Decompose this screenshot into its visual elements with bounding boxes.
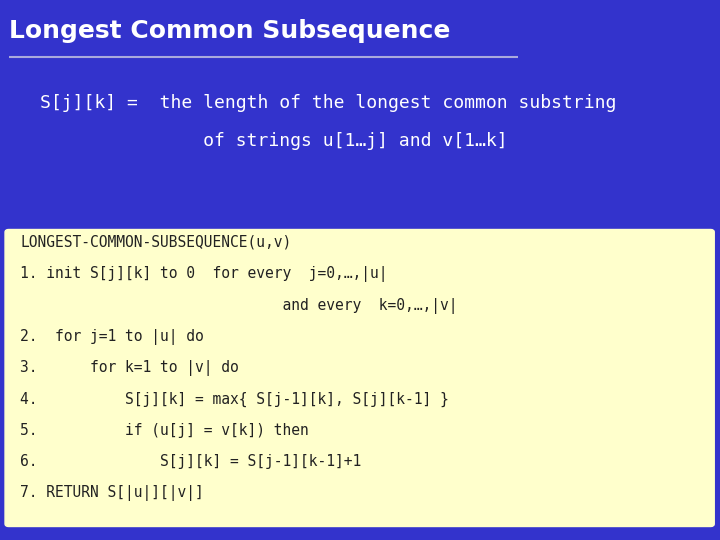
FancyBboxPatch shape (5, 230, 714, 526)
Text: 1. init S[j][k] to 0  for every  j=0,…,|u|: 1. init S[j][k] to 0 for every j=0,…,|u| (20, 266, 387, 282)
Text: Longest Common Subsequence: Longest Common Subsequence (9, 19, 450, 43)
Text: of strings u[1…j] and v[1…k]: of strings u[1…j] and v[1…k] (40, 132, 507, 150)
Text: 2.  for j=1 to |u| do: 2. for j=1 to |u| do (20, 329, 204, 345)
Text: 5.          if (u[j] = v[k]) then: 5. if (u[j] = v[k]) then (20, 423, 309, 438)
Text: 7. RETURN S[|u|][|v|]: 7. RETURN S[|u|][|v|] (20, 485, 204, 502)
Text: 6.              S[j][k] = S[j-1][k-1]+1: 6. S[j][k] = S[j-1][k-1]+1 (20, 454, 361, 469)
Text: 3.      for k=1 to |v| do: 3. for k=1 to |v| do (20, 360, 239, 376)
Text: 4.          S[j][k] = max{ S[j-1][k], S[j][k-1] }: 4. S[j][k] = max{ S[j-1][k], S[j][k-1] } (20, 392, 449, 407)
Text: and every  k=0,…,|v|: and every k=0,…,|v| (20, 298, 458, 314)
Text: S[j][k] =  the length of the longest common substring: S[j][k] = the length of the longest comm… (40, 94, 616, 112)
Text: LONGEST-COMMON-SUBSEQUENCE(u,v): LONGEST-COMMON-SUBSEQUENCE(u,v) (20, 235, 292, 250)
